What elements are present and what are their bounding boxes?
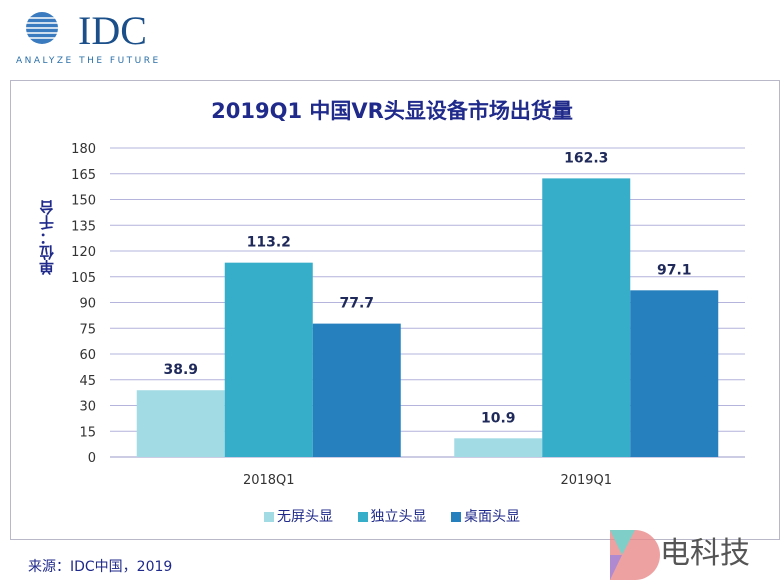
data-label: 162.3 [564, 150, 608, 166]
legend-label: 桌面头显 [463, 509, 520, 525]
y-tick-label: 30 [79, 400, 96, 415]
legend-item: 独立头显 [357, 506, 427, 526]
idc-logo: IDC ANALYZE THE FUTURE [14, 8, 161, 66]
data-label: 10.9 [481, 410, 516, 426]
data-label: 38.9 [163, 362, 198, 378]
svg-text:ANALYZE THE FUTURE: ANALYZE THE FUTURE [16, 56, 161, 66]
y-tick-label: 105 [71, 271, 96, 286]
legend: 无屏头显 独立头显 桌面头显 [0, 506, 784, 526]
chart-title: 2019Q1 中国VR头显设备市场出货量 [211, 99, 573, 123]
bar [630, 290, 719, 457]
chart-frame [10, 80, 780, 540]
y-tick-label: 45 [79, 374, 96, 389]
legend-item: 桌面头显 [450, 506, 520, 526]
legend-item: 无屏头显 [264, 506, 333, 526]
svg-text:IDC: IDC [78, 8, 147, 53]
source-note: 来源：IDC中国，2019 [28, 559, 173, 575]
y-tick-label: 75 [79, 322, 96, 337]
y-tick-label: 180 [71, 142, 96, 157]
watermark-logo [610, 530, 660, 580]
y-tick-label: 150 [71, 194, 96, 209]
legend-label: 独立头显 [370, 509, 427, 525]
y-tick-label: 165 [71, 168, 96, 183]
bar [454, 438, 543, 457]
bar [542, 178, 631, 457]
legend-swatch [264, 512, 275, 522]
watermark-text: 电科技 [660, 536, 750, 571]
y-tick-label: 90 [79, 297, 96, 312]
y-tick-label: 60 [79, 348, 96, 363]
x-tick-label: 2019Q1 [560, 473, 612, 488]
bar [224, 262, 313, 457]
y-tick-label: 120 [71, 245, 96, 260]
bar [136, 390, 225, 457]
legend-swatch [357, 512, 368, 522]
bar [312, 323, 401, 457]
legend-swatch [450, 512, 461, 522]
y-tick-label: 15 [79, 425, 96, 440]
legend-label: 无屏头显 [277, 509, 334, 525]
data-label: 77.7 [339, 296, 374, 312]
data-label: 113.2 [247, 235, 291, 251]
y-tick-label: 135 [71, 219, 96, 234]
y-tick-label: 0 [88, 451, 96, 466]
data-label: 97.1 [657, 262, 692, 278]
x-tick-label: 2018Q1 [243, 473, 295, 488]
